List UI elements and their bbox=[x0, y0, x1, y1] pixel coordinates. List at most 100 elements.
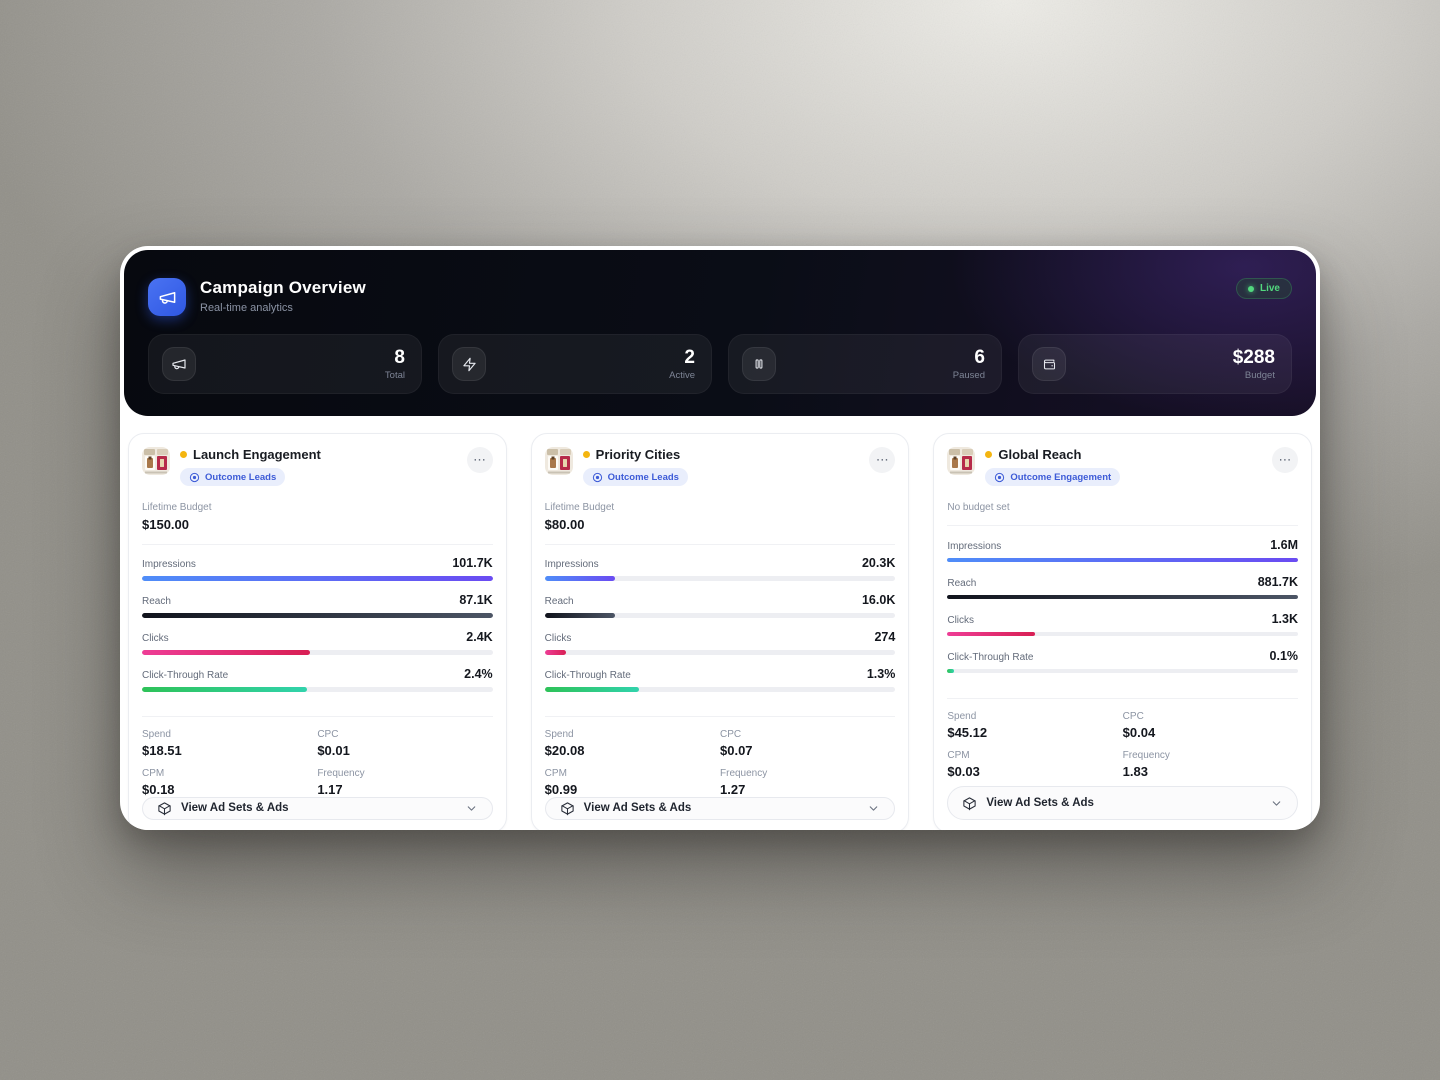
package-icon bbox=[158, 802, 171, 816]
target-icon bbox=[592, 472, 602, 482]
view-ad-sets-button[interactable]: View Ad Sets & Ads bbox=[544, 796, 896, 820]
wallet-icon bbox=[1043, 359, 1055, 369]
metric-bar-track bbox=[142, 613, 493, 618]
stat-card-active: 2 Active bbox=[438, 334, 712, 394]
budget-label: No budget set bbox=[947, 501, 1010, 513]
metric-value: 101.7K bbox=[452, 556, 493, 571]
package-icon bbox=[963, 796, 976, 810]
metric-bar-fill bbox=[947, 594, 1299, 599]
metric-value: 1.6M bbox=[1270, 537, 1299, 552]
objective-badge: Outcome Leads bbox=[180, 468, 286, 486]
metric-label: Reach bbox=[142, 596, 171, 608]
view-ad-sets-button[interactable]: View Ad Sets & Ads bbox=[947, 786, 1299, 820]
megaphone-icon bbox=[172, 359, 186, 370]
metric-value: 881.7K bbox=[1257, 574, 1299, 589]
stat-card-paused: 6 Paused bbox=[728, 334, 1002, 394]
metric-bar-fill bbox=[544, 650, 566, 655]
metric-label: Click-Through Rate bbox=[544, 670, 631, 682]
campaign-name: Launch Engagement bbox=[193, 447, 321, 462]
metric-value: 1.3K bbox=[1271, 611, 1299, 626]
metric-value: 1.3% bbox=[866, 667, 896, 682]
metric-bar-fill bbox=[142, 576, 493, 581]
metric-label: Impressions bbox=[142, 559, 196, 571]
megaphone-icon bbox=[159, 291, 175, 304]
metric-value: 274 bbox=[874, 630, 896, 645]
budget-block: Lifetime Budget $80.00 bbox=[545, 502, 896, 532]
stat-budget-label: Budget bbox=[1244, 369, 1275, 381]
campaign-overview-header: Campaign Overview Real-time analytics Li… bbox=[124, 250, 1316, 416]
metric-label: Reach bbox=[947, 577, 977, 589]
metric-bar-track bbox=[142, 687, 493, 692]
stat-total-value: 8 bbox=[394, 346, 405, 368]
metric-label: Click-Through Rate bbox=[947, 651, 1034, 663]
view-ad-sets-button[interactable]: View Ad Sets & Ads bbox=[142, 796, 493, 820]
metric-clicks: Clicks 2.4K bbox=[142, 630, 493, 655]
metric-bar-track bbox=[544, 576, 896, 581]
campaign-thumbnail bbox=[142, 447, 170, 475]
metric-reach: Reach 16.0K bbox=[544, 593, 896, 618]
metric-value: 2.4% bbox=[464, 667, 493, 682]
live-dot-icon bbox=[1247, 285, 1254, 292]
divider bbox=[142, 543, 493, 545]
campaign-thumbnail bbox=[947, 447, 976, 475]
metric-value: 2.4K bbox=[466, 630, 493, 645]
stat-cpc: CPC $0.04 bbox=[1122, 710, 1156, 740]
stat-frequency: Frequency 1.17 bbox=[317, 767, 365, 797]
pause-icon bbox=[755, 359, 763, 369]
budget-value: $80.00 bbox=[544, 516, 585, 532]
metric-label: Clicks bbox=[544, 633, 572, 645]
metric-bar-track bbox=[947, 668, 1299, 673]
metric-bar-track bbox=[947, 594, 1299, 599]
stat-cpm: CPM $0.18 bbox=[142, 767, 175, 797]
objective-badge: Outcome Leads bbox=[582, 468, 688, 486]
stat-card-total: 8 Total bbox=[148, 334, 422, 394]
metric-bar-fill bbox=[142, 687, 307, 692]
metric-bar-track bbox=[947, 557, 1299, 562]
card-menu-button[interactable]: ⋯ bbox=[466, 447, 493, 473]
campaign-card-global-reach: Global Reach Outcome Engagement ⋯ No bud… bbox=[933, 433, 1313, 830]
stat-spend: Spend $18.51 bbox=[142, 728, 182, 758]
card-menu-button[interactable]: ⋯ bbox=[869, 447, 896, 473]
divider bbox=[142, 716, 493, 717]
campaign-name: Global Reach bbox=[998, 447, 1082, 462]
divider bbox=[947, 524, 1299, 526]
budget-value: $150.00 bbox=[142, 516, 189, 532]
metric-reach: Reach 87.1K bbox=[142, 593, 493, 618]
budget-label: Lifetime Budget bbox=[142, 501, 212, 513]
metric-clicks: Clicks 274 bbox=[544, 630, 896, 655]
stat-budget-value: $288 bbox=[1232, 346, 1275, 368]
objective-badge: Outcome Engagement bbox=[985, 468, 1121, 486]
metric-bar-fill bbox=[142, 650, 311, 655]
package-icon bbox=[561, 802, 574, 816]
target-icon bbox=[189, 472, 200, 482]
status-dot-icon bbox=[180, 451, 187, 458]
metric-label: Click-Through Rate bbox=[142, 670, 229, 682]
status-dot-icon bbox=[985, 451, 993, 458]
lightning-icon bbox=[462, 357, 476, 371]
metric-value: 20.3K bbox=[861, 556, 896, 571]
metric-bar-track bbox=[142, 576, 493, 581]
metric-value: 0.1% bbox=[1269, 648, 1299, 663]
stat-frequency: Frequency 1.27 bbox=[720, 767, 768, 797]
stat-cpm: CPM $0.99 bbox=[544, 767, 578, 797]
divider bbox=[544, 716, 896, 717]
metric-label: Reach bbox=[544, 596, 574, 608]
stat-spend: Spend $20.08 bbox=[544, 728, 585, 758]
metric-ctr: Click-Through Rate 1.3% bbox=[544, 667, 896, 692]
metric-bar-fill bbox=[544, 613, 615, 618]
stat-cpc: CPC $0.01 bbox=[317, 728, 350, 758]
stat-card-budget: $288 Budget bbox=[1018, 334, 1292, 394]
metric-reach: Reach 881.7K bbox=[947, 574, 1299, 599]
metric-bar-fill bbox=[947, 631, 1035, 636]
metric-label: Clicks bbox=[947, 614, 975, 626]
live-status-badge: Live bbox=[1235, 278, 1292, 299]
metric-bar-fill bbox=[544, 687, 640, 692]
budget-block: No budget set bbox=[947, 502, 1298, 513]
metric-bar-fill bbox=[544, 576, 615, 581]
page-subtitle: Real-time analytics bbox=[200, 302, 293, 314]
metric-bar-track bbox=[947, 631, 1299, 636]
app-logo bbox=[148, 278, 186, 316]
card-menu-button[interactable]: ⋯ bbox=[1272, 447, 1299, 473]
stat-active-value: 2 bbox=[684, 346, 695, 368]
metric-bar-fill bbox=[142, 613, 493, 618]
